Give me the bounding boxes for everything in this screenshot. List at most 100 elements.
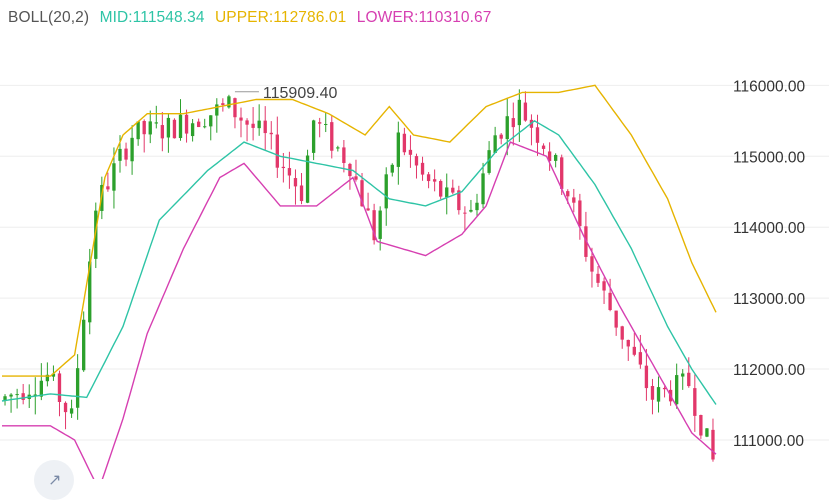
candle-body — [239, 117, 243, 121]
candle-body — [469, 209, 473, 212]
candle-body — [118, 148, 122, 161]
candle-body — [560, 157, 564, 189]
candle-body — [408, 149, 413, 155]
candle-body — [463, 212, 467, 214]
legend-name: BOLL(20,2) — [8, 9, 90, 26]
candle-body — [287, 168, 292, 176]
candle-body — [414, 156, 419, 166]
candle-body — [656, 387, 661, 402]
candle-body — [590, 256, 594, 272]
y-axis: 116000.00 115000.00 114000.00 113000.00 1120… — [733, 78, 805, 450]
candle-body — [420, 162, 425, 175]
candle-body — [112, 163, 116, 191]
candle-body — [293, 178, 298, 187]
candle-body — [21, 393, 25, 400]
candle-body — [221, 103, 225, 105]
candle-body — [184, 114, 189, 134]
candle-body — [63, 402, 68, 413]
band-lower — [2, 141, 717, 479]
candle-body — [354, 176, 358, 180]
candle-body — [142, 121, 146, 135]
candle-body — [311, 120, 316, 153]
candle-body — [378, 210, 382, 239]
indicator-legend: BOLL(20,2) MID:111548.34 UPPER:112786.01… — [8, 9, 498, 27]
y-tick-label: 111000.00 — [733, 433, 804, 450]
candle-body — [517, 99, 522, 126]
y-tick-label: 113000.00 — [733, 291, 805, 308]
candle-body — [257, 120, 261, 129]
candle-body — [57, 373, 62, 402]
candle-body — [390, 164, 394, 173]
candle-body — [166, 117, 171, 138]
candlestick-chart[interactable]: 116000.00 115000.00 114000.00 113000.00 1120… — [0, 0, 829, 479]
candle-body — [675, 375, 679, 405]
candle-body — [372, 210, 376, 241]
candle-body — [566, 191, 570, 197]
candle-body — [318, 122, 322, 124]
candle-body — [196, 121, 201, 128]
candle-body — [384, 174, 388, 209]
candle-body — [650, 385, 655, 400]
candle-body — [596, 273, 600, 283]
candle-body — [299, 185, 304, 202]
candle-body — [69, 408, 74, 414]
candle-body — [160, 125, 165, 139]
candle-body — [269, 132, 273, 135]
candle-body — [572, 197, 576, 203]
candle-body — [687, 372, 691, 387]
candle-body — [638, 352, 643, 365]
candle-body — [136, 121, 140, 140]
candle-body — [154, 122, 158, 124]
candle-body — [275, 134, 279, 168]
candle-body — [493, 135, 497, 153]
candle-body — [541, 145, 546, 149]
candle-body — [402, 133, 407, 153]
candle-body — [505, 116, 509, 140]
candle-body — [233, 98, 237, 118]
candle-body — [336, 147, 340, 149]
candle-body — [699, 415, 703, 436]
candle-body — [662, 387, 667, 390]
legend-mid: MID:111548.34 — [99, 9, 205, 26]
candles — [3, 89, 715, 462]
candle-body — [360, 180, 364, 207]
max-annotation-label: 115909.40 — [263, 85, 338, 102]
candle-body — [130, 137, 134, 162]
candle-body — [45, 374, 50, 382]
candle-body — [178, 114, 183, 139]
candle-body — [705, 428, 709, 437]
candle-body — [148, 121, 152, 135]
candle-body — [475, 202, 479, 211]
candle-body — [172, 119, 177, 139]
y-tick-label: 116000.00 — [733, 78, 805, 95]
candle-body — [263, 120, 267, 134]
candle-body — [330, 122, 334, 151]
candle-body — [523, 102, 528, 121]
candle-body — [51, 373, 56, 377]
expand-button[interactable]: ↗ — [34, 460, 74, 500]
candle-body — [481, 173, 485, 205]
candle-body — [439, 180, 443, 197]
y-tick-label: 115000.00 — [733, 149, 805, 166]
legend-lower: LOWER:110310.67 — [356, 9, 492, 26]
candle-body — [457, 190, 461, 211]
max-price-annotation: 115909.40 — [234, 85, 338, 102]
candle-body — [251, 123, 255, 128]
candle-body — [209, 115, 213, 127]
candle-body — [39, 380, 43, 397]
candle-body — [432, 179, 437, 182]
arrow-icon: ↗ — [48, 472, 62, 489]
candle-body — [535, 127, 540, 143]
legend-upper: UPPER:112786.01 — [214, 9, 347, 26]
candle-body — [602, 281, 606, 291]
y-tick-label: 112000.00 — [733, 362, 805, 379]
candle-body — [553, 154, 558, 161]
candle-body — [305, 155, 310, 203]
band-mid — [1, 119, 717, 405]
candle-body — [245, 120, 249, 125]
candle-body — [426, 174, 431, 182]
candle-body — [324, 123, 328, 125]
candle-body — [215, 104, 219, 116]
candle-body — [396, 132, 400, 167]
candle-body — [3, 396, 7, 402]
